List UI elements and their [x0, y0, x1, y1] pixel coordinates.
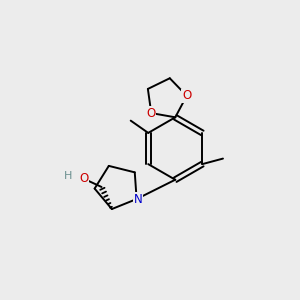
Text: O: O [80, 172, 88, 185]
Text: O: O [147, 106, 156, 120]
Text: O: O [182, 89, 191, 102]
Text: H: H [64, 171, 73, 182]
Text: N: N [134, 193, 142, 206]
